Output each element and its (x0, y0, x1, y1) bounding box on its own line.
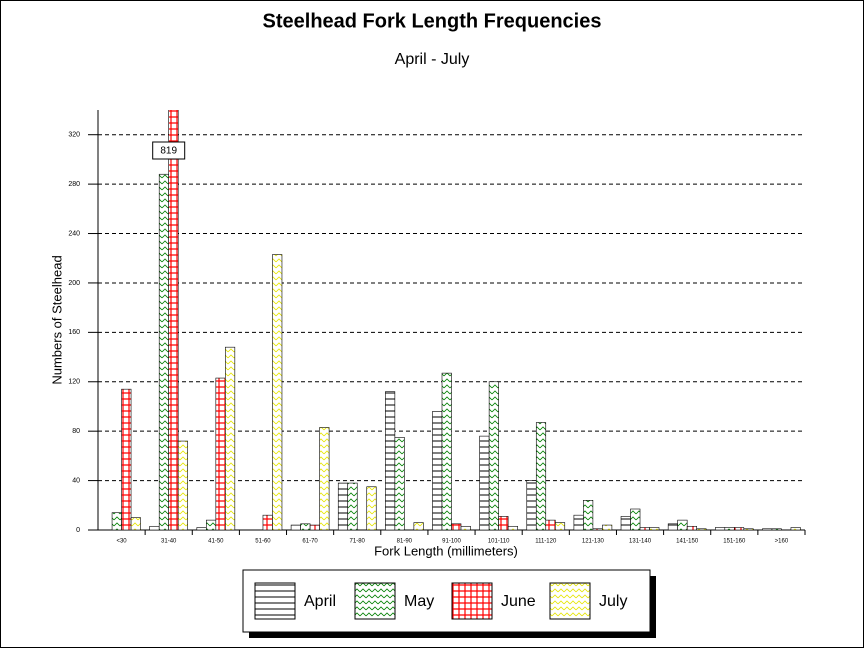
y-tick-label: 80 (72, 428, 80, 435)
x-tick-label: 31-40 (161, 539, 177, 545)
bar (602, 524, 613, 530)
y-tick-label: 320 (68, 132, 80, 139)
bar (272, 254, 283, 530)
bar (432, 411, 443, 530)
x-tick-label: 71-80 (350, 539, 366, 545)
bars (111, 110, 801, 530)
bar (762, 528, 773, 530)
x-tick-label: 81-90 (397, 539, 413, 545)
bar (488, 381, 499, 530)
y-tick-label: 40 (72, 477, 80, 484)
bar (479, 435, 490, 530)
bar (319, 427, 330, 530)
bar (696, 528, 707, 530)
bar (460, 525, 471, 530)
bar (526, 480, 537, 530)
bar (290, 524, 301, 530)
legend-label: June (501, 593, 536, 610)
bar (225, 346, 236, 530)
bar (507, 525, 518, 530)
bar (168, 110, 179, 530)
y-tick-label: 0 (76, 527, 80, 534)
bar (451, 523, 462, 530)
bar (111, 512, 122, 530)
bar (733, 527, 745, 530)
legend-label: May (404, 593, 434, 610)
bar (535, 422, 547, 530)
x-tick-label: 91-100 (442, 539, 461, 545)
x-tick-label: >160 (775, 539, 789, 545)
chart-title: Steelhead Fork Length Frequencies (263, 10, 602, 32)
legend-swatch (354, 582, 396, 620)
x-tick-label: 151-160 (723, 539, 746, 545)
bar (215, 377, 226, 530)
chart-subtitle: April - July (395, 51, 470, 68)
y-tick-label: 240 (68, 230, 80, 237)
bar (649, 527, 660, 530)
bar (639, 527, 650, 530)
bar (121, 388, 132, 530)
bar (573, 514, 584, 530)
y-axis-title: Numbers of Steelhead (49, 255, 64, 384)
legend-label: April (304, 593, 336, 610)
x-tick-label: <30 (116, 539, 127, 545)
overflow-label-box (152, 141, 186, 160)
bar (498, 516, 509, 530)
legend-swatch (254, 582, 296, 620)
bar (262, 514, 273, 530)
x-tick-label: 121-130 (582, 539, 605, 545)
bar (385, 391, 396, 530)
bar (620, 516, 631, 530)
bar (206, 519, 217, 530)
bar (771, 528, 782, 530)
legend-label: July (599, 593, 627, 610)
overflow-label: 819 (160, 146, 177, 157)
x-tick-label: 101-110 (488, 539, 510, 545)
bar (583, 500, 594, 530)
bar (300, 523, 311, 530)
y-tick-label: 200 (68, 280, 80, 287)
bar (554, 522, 566, 530)
bar (441, 372, 452, 530)
bar (158, 173, 169, 530)
bar (686, 525, 697, 530)
bar (667, 523, 678, 530)
bar (149, 525, 160, 530)
bar (790, 527, 801, 530)
y-tick-label: 120 (68, 379, 80, 386)
x-tick-label: 111-120 (535, 539, 557, 545)
y-tick-label: 160 (68, 329, 80, 336)
bar (337, 482, 349, 530)
bar (347, 482, 358, 530)
bar (743, 528, 754, 530)
x-tick-label: 61-70 (302, 539, 318, 545)
bar (545, 519, 556, 530)
bar (630, 508, 641, 530)
bar (309, 524, 320, 530)
y-tick-label: 280 (68, 181, 80, 188)
bar (394, 437, 405, 530)
bar (677, 519, 688, 530)
legend-swatch (549, 582, 591, 620)
x-tick-label: 51-60 (255, 539, 271, 545)
x-axis-title: Fork Length (millimeters) (374, 543, 518, 558)
bar (196, 527, 207, 530)
x-tick-label: 41-50 (208, 539, 224, 545)
bar (177, 440, 188, 530)
x-tick-label: 131-140 (629, 539, 652, 545)
bar (714, 527, 726, 530)
bar (130, 517, 141, 530)
x-tick-label: 141-150 (676, 539, 699, 545)
bar (592, 528, 603, 530)
bar (724, 527, 735, 530)
bar (413, 522, 424, 530)
bar (366, 486, 377, 530)
legend-swatch (451, 582, 493, 620)
